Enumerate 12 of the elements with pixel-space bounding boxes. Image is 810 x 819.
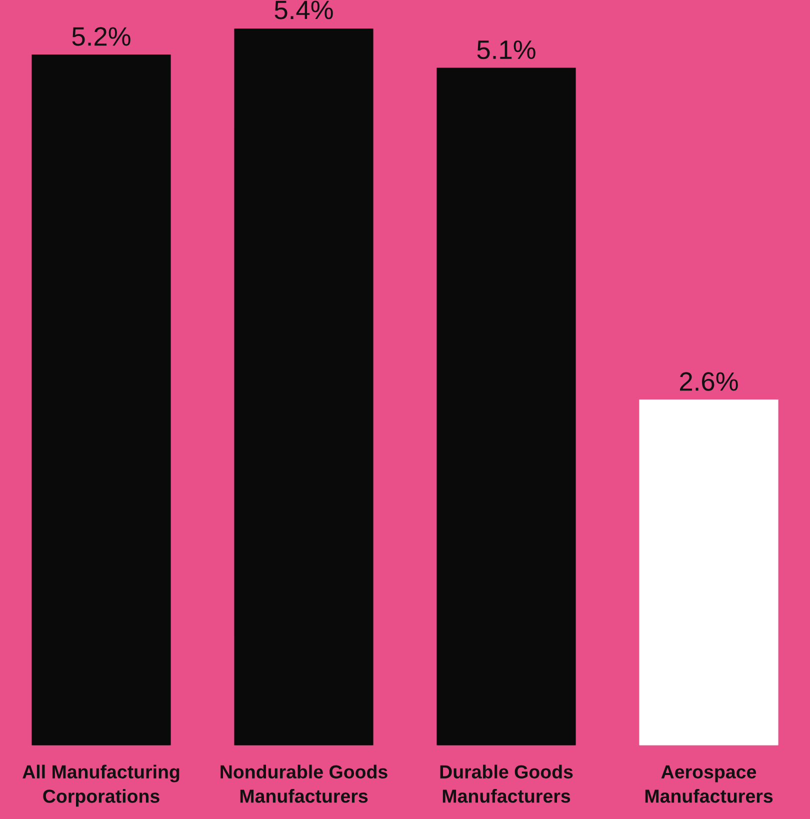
x-tick-label: All Manufacturing Corporations <box>22 764 180 807</box>
x-tick-label: Durable Goods Manufacturers <box>440 764 573 803</box>
bar <box>234 28 374 746</box>
data-label: 2.6% <box>680 372 738 391</box>
x-tick-label: Aerospace Manufacturers <box>645 765 773 803</box>
bar <box>436 68 576 746</box>
data-label: 5.2% <box>72 27 130 46</box>
x-tick-label: Nondurable Goods Manufacturers <box>220 764 388 803</box>
data-label: 5.4% <box>274 0 333 20</box>
data-label: 5.1% <box>477 40 536 60</box>
bar <box>32 54 171 746</box>
bar <box>639 400 778 746</box>
